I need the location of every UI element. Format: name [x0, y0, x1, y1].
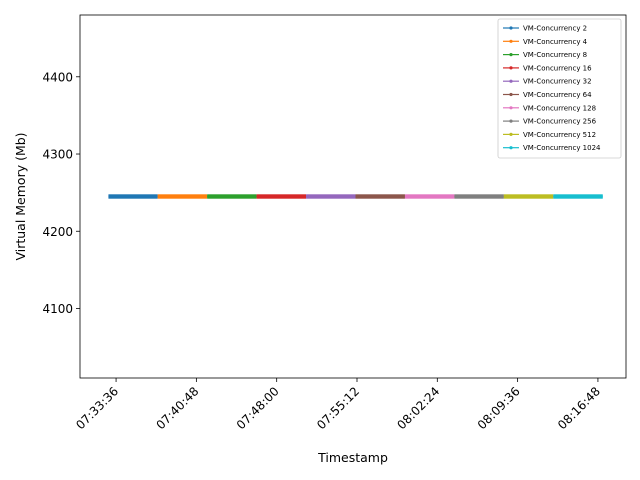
- legend-swatch-marker: [509, 53, 512, 56]
- legend-swatch-marker: [509, 120, 512, 123]
- y-tick-label: 4300: [42, 148, 73, 162]
- y-axis-label: Virtual Memory (Mb): [13, 132, 28, 260]
- series-line-10: [553, 194, 602, 198]
- legend-label: VM-Concurrency 32: [523, 78, 592, 86]
- series-line-8: [454, 194, 503, 198]
- series-markers: [405, 194, 454, 198]
- x-tick-label: 07:33:36: [73, 384, 121, 432]
- y-tick-label: 4200: [42, 225, 73, 239]
- legend-label: VM-Concurrency 128: [523, 104, 596, 112]
- legend-label: VM-Concurrency 64: [523, 91, 592, 99]
- x-axis-ticks: 07:33:36 07:40:48 07:48:00 07:55:12 08:02:24…: [73, 378, 603, 432]
- legend-swatch-marker: [509, 80, 512, 83]
- legend-label: VM-Concurrency 1024: [523, 144, 601, 152]
- series-line-6: [356, 194, 405, 198]
- series-markers: [356, 194, 405, 198]
- y-tick-label: 4100: [42, 302, 73, 316]
- legend-swatch-marker: [509, 66, 512, 69]
- legend-swatch-marker: [509, 133, 512, 136]
- legend-label: VM-Concurrency 8: [523, 51, 587, 59]
- legend: VM-Concurrency 2 VM-Concurrency 4 VM-Concu…: [498, 19, 621, 158]
- series-markers: [504, 194, 553, 198]
- series-markers: [553, 194, 602, 198]
- x-tick-label: 07:55:12: [314, 384, 362, 432]
- series-markers: [257, 194, 306, 198]
- legend-label: VM-Concurrency 256: [523, 118, 597, 126]
- series-line-2: [158, 194, 207, 198]
- series-line-1: [108, 194, 157, 198]
- x-axis-label: Timestamp: [317, 450, 388, 465]
- series-line-5: [306, 194, 355, 198]
- legend-swatch-marker: [509, 106, 512, 109]
- legend-swatch-marker: [509, 26, 512, 29]
- legend-swatch-marker: [509, 93, 512, 96]
- y-tick-label: 4400: [42, 70, 73, 84]
- series-markers: [158, 194, 207, 198]
- x-tick-label: 07:40:48: [153, 384, 201, 432]
- legend-swatch-marker: [509, 40, 512, 43]
- x-tick-label: 08:02:24: [394, 384, 442, 432]
- x-tick-label: 07:48:00: [234, 384, 282, 432]
- series-line-9: [504, 194, 553, 198]
- series-markers: [454, 194, 503, 198]
- legend-label: VM-Concurrency 2: [523, 25, 587, 33]
- series-markers: [306, 194, 355, 198]
- y-axis-ticks: 4100 4200 4300 4400: [42, 70, 80, 316]
- x-tick-label: 08:16:48: [555, 384, 603, 432]
- legend-label: VM-Concurrency 512: [523, 131, 596, 139]
- x-tick-label: 08:09:36: [475, 384, 523, 432]
- series-layer: [108, 194, 602, 198]
- series-line-3: [207, 194, 256, 198]
- series-markers: [108, 194, 157, 198]
- series-line-4: [257, 194, 306, 198]
- legend-label: VM-Concurrency 4: [523, 38, 588, 46]
- series-markers: [207, 194, 256, 198]
- legend-swatch-marker: [509, 146, 512, 149]
- series-line-7: [405, 194, 454, 198]
- legend-label: VM-Concurrency 16: [523, 64, 592, 72]
